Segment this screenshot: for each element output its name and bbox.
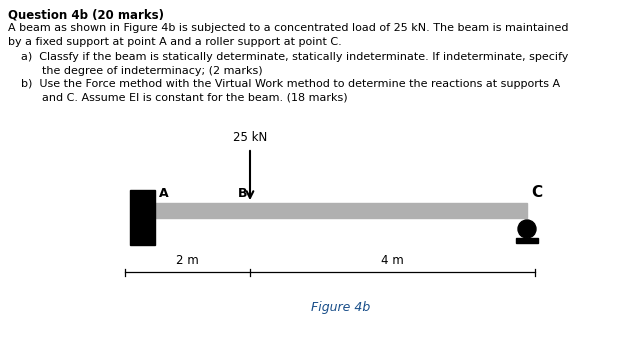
- Text: A: A: [159, 187, 169, 200]
- Text: b)  Use the Force method with the Virtual Work method to determine the reactions: b) Use the Force method with the Virtual…: [21, 79, 560, 89]
- Text: Question 4b (20 marks): Question 4b (20 marks): [8, 9, 164, 21]
- Text: a)  Classfy if the beam is statically determinate, statically indeterminate. If : a) Classfy if the beam is statically det…: [21, 52, 568, 62]
- Text: by a fixed support at point A and a roller support at point C.: by a fixed support at point A and a roll…: [8, 37, 342, 47]
- Bar: [516, 238, 538, 243]
- Text: Figure 4b: Figure 4b: [311, 301, 370, 314]
- Text: 2 m: 2 m: [176, 254, 199, 267]
- Text: and C. Assume EI is constant for the beam. (18 marks): and C. Assume EI is constant for the bea…: [21, 93, 347, 103]
- Text: C: C: [531, 185, 542, 200]
- Text: the degree of indeterminacy; (2 marks): the degree of indeterminacy; (2 marks): [21, 65, 262, 76]
- Text: 25 kN: 25 kN: [233, 131, 267, 144]
- Text: B: B: [238, 187, 247, 200]
- Bar: [155, 203, 527, 218]
- Text: A beam as shown in Figure 4b is subjected to a concentrated load of 25 kN. The b: A beam as shown in Figure 4b is subjecte…: [8, 24, 569, 33]
- Text: 4 m: 4 m: [381, 254, 404, 267]
- Bar: [130, 190, 155, 245]
- Circle shape: [518, 220, 536, 238]
